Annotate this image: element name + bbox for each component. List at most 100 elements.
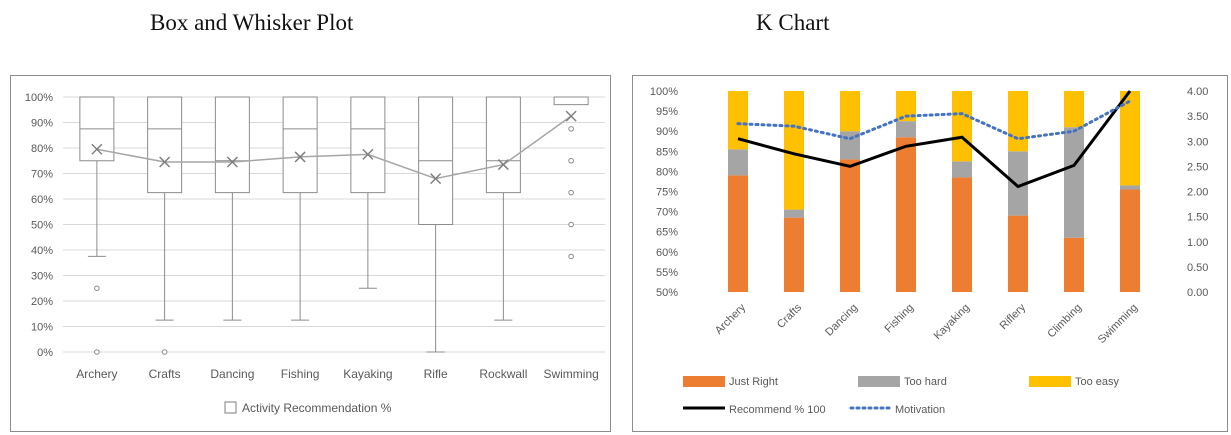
x-tick-label: Dancing <box>210 367 254 381</box>
bar-segment <box>728 175 748 292</box>
bar-segment <box>1064 91 1084 128</box>
k-chart-panel: 50% 55% 60% 65% 70% 75% 80% 85% 90% 95% 100% 0.00 0.… <box>632 75 1228 432</box>
x-tick-label: Crafts <box>149 367 181 381</box>
y-tick-label: 100% <box>25 92 53 104</box>
x-tick-label: Swimming <box>543 367 598 381</box>
bar-segment <box>952 91 972 162</box>
box <box>147 96 183 194</box>
bar-segment <box>1008 91 1028 152</box>
bar-segment <box>896 121 916 138</box>
y-left-tick-label: 85% <box>656 146 678 158</box>
y-right-tick-label: 1.50 <box>1187 212 1208 224</box>
x-tick-label: Dancing <box>823 302 860 339</box>
y-tick-label: 10% <box>31 322 53 334</box>
x-tick-label: Rifle <box>424 367 448 381</box>
y-tick-label: 80% <box>31 143 53 155</box>
bar-segment <box>1008 215 1028 292</box>
y-left-tick-label: 80% <box>656 166 678 178</box>
legend-swatch <box>683 376 725 387</box>
outlier-point <box>568 126 574 132</box>
legend-swatch <box>1029 376 1071 387</box>
outlier-point <box>568 157 574 164</box>
y-right-tick-label: 4.00 <box>1187 86 1208 98</box>
outlier-point <box>568 221 574 228</box>
y-tick-label: 30% <box>31 271 53 283</box>
bar-segment <box>952 161 972 178</box>
legend-label: Motivation <box>895 404 945 416</box>
bar-segment <box>728 91 748 150</box>
y-left-tick-label: 50% <box>656 287 678 299</box>
mean-marker <box>497 159 509 171</box>
mean-marker <box>430 173 442 185</box>
x-tick-label: Climbing <box>1045 302 1084 341</box>
box-plot-panel: 0% 10% 20% 30% 40% 50% 60% 70% 80% 90% 100% Archery… <box>10 75 611 432</box>
y-tick-label: 90% <box>31 118 53 130</box>
y-left-tick-label: 95% <box>656 106 678 118</box>
bar-segment <box>784 217 804 292</box>
box <box>485 96 521 194</box>
bar-segment <box>1064 237 1084 292</box>
y-tick-label: 20% <box>31 296 53 308</box>
outlier-point <box>161 349 168 355</box>
y-left-tick-label: 60% <box>656 247 678 259</box>
series-line <box>737 90 1132 189</box>
box-plot-chart: 0% 10% 20% 30% 40% 50% 60% 70% 80% 90% 100% Archery… <box>25 92 605 415</box>
mean-marker <box>159 156 171 168</box>
x-tick-label: Fishing <box>281 367 320 381</box>
y-right-tick-label: 0.50 <box>1187 262 1208 274</box>
bar-segment <box>1120 185 1140 190</box>
x-tick-label: Swimming <box>1096 302 1140 346</box>
box <box>553 96 589 106</box>
bar-segment <box>784 209 804 218</box>
y-left-tick-label: 70% <box>656 207 678 219</box>
outlier-point <box>568 189 574 196</box>
legend-label: Too easy <box>1075 376 1120 388</box>
bar-segment <box>1120 91 1140 186</box>
legend-label: Activity Recommendation % <box>242 401 392 415</box>
x-tick-label: Crafts <box>775 301 805 331</box>
y-tick-label: 40% <box>31 245 53 257</box>
mean-line <box>96 115 572 180</box>
box <box>214 96 250 194</box>
mean-marker <box>362 148 374 160</box>
bar-segment <box>840 91 860 132</box>
outlier-point <box>94 285 100 292</box>
outlier-point <box>94 349 100 355</box>
y-right-tick-label: 3.00 <box>1187 136 1208 148</box>
y-tick-label: 50% <box>31 220 53 232</box>
series-dotted-line <box>736 99 1132 141</box>
outlier-point <box>568 253 574 260</box>
bar-segment <box>896 91 916 122</box>
y-left-tick-label: 65% <box>656 227 678 239</box>
x-tick-label: Kayaking <box>932 302 972 342</box>
legend-label: Recommend % 100 <box>729 404 826 416</box>
y-right-tick-label: 0.00 <box>1187 287 1208 299</box>
bar-segment <box>1064 127 1084 238</box>
mean-marker <box>294 151 306 163</box>
bar-segment <box>896 137 916 292</box>
x-tick-label: Riflery <box>998 301 1029 332</box>
mean-marker <box>91 143 103 155</box>
y-left-tick-label: 90% <box>656 126 678 138</box>
bar-segment <box>952 177 972 292</box>
y-left-tick-label: 55% <box>656 267 678 279</box>
bar-segment <box>1008 151 1028 216</box>
y-left-tick-label: 100% <box>650 86 678 98</box>
bar-segment <box>728 149 748 176</box>
box <box>282 96 318 194</box>
bar-segment <box>784 91 804 210</box>
y-right-tick-label: 3.50 <box>1187 111 1208 123</box>
x-tick-label: Archery <box>76 367 117 381</box>
y-right-tick-label: 2.00 <box>1187 187 1208 199</box>
legend-label: Too hard <box>904 376 947 388</box>
mean-marker <box>565 110 577 122</box>
k-chart: 50% 55% 60% 65% 70% 75% 80% 85% 90% 95% 100% 0.00 0.… <box>650 86 1209 416</box>
x-tick-label: Fishing <box>883 302 917 336</box>
k-chart-heading: K Chart <box>756 10 830 35</box>
bar-segment <box>840 159 860 292</box>
legend-swatch <box>858 376 900 387</box>
y-tick-label: 60% <box>31 194 53 206</box>
legend-swatch <box>224 401 237 414</box>
y-right-tick-label: 1.00 <box>1187 237 1208 249</box>
y-right-tick-label: 2.50 <box>1187 161 1208 173</box>
